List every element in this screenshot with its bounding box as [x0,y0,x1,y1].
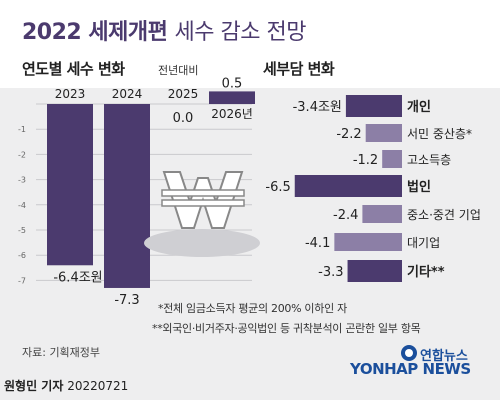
bar-2023 [47,104,93,266]
x-tick-label: 2026년 [211,107,253,121]
right-chart-title: 세부담 변화 [263,60,335,78]
reporter-name: 원형민 기자 [4,379,64,393]
footnote-2: **외국인·비거주자·공익법인 등 귀착분석이 곤란한 일부 항목 [152,322,421,335]
left-chart-note: 전년대비 [158,64,199,77]
category-label: 개인 [407,99,431,115]
value-label: -3.4조원 [293,100,342,115]
category-label: 기타** [407,264,445,280]
x-tick-label: 2024 [112,87,143,101]
x-tick-label: 2025 [168,87,199,101]
x-tick-label: 2023 [55,87,86,101]
source-text: 자료: 기획재정부 [22,346,101,359]
footnote-1: *전체 임금소득자 평균의 200% 이하인 자 [158,302,347,315]
left-chart-title: 연도별 세수 변화 [22,60,125,78]
category-label: 대기업 [407,236,440,250]
hbar-5 [334,233,402,251]
page-title: 2022 세제개편 세수 감소 전망 [22,20,306,45]
value-label: -2.4 [333,208,358,223]
hbar-2 [382,150,402,168]
byline: 원형민 기자 20220721 [4,377,128,394]
bar-2024 [104,104,150,288]
logo-korean: 연합뉴스 [420,349,468,364]
value-label: -6.5 [265,180,290,195]
y-tick-label: -1 [18,125,26,134]
y-tick-label: -5 [18,226,26,235]
value-label: 0.5 [222,76,243,91]
value-label: -4.1 [305,236,330,251]
logo-english: YONHAP NEWS [350,360,471,378]
y-tick-label: -7 [18,276,26,285]
yonhap-logo-mark [401,345,417,361]
value-label: 0.0 [173,111,194,126]
hbar-4 [362,205,402,223]
won-sign-illustration [144,171,260,257]
hbar-3 [294,175,402,197]
category-label: 법인 [407,179,431,195]
y-tick-label: -2 [18,150,26,159]
y-tick-label: -6 [18,251,26,260]
hbar-0 [345,95,402,117]
category-label: 서민 중산층* [407,127,472,141]
hbar-1 [365,124,402,142]
publish-date: 20220721 [67,379,129,393]
value-label: -2.2 [336,127,361,142]
y-tick-label: -4 [18,201,26,210]
category-label: 고소득층 [407,153,451,167]
value-label: -7.3 [114,293,139,308]
value-label: -6.4조원 [53,270,102,285]
right-chart-bars: -3.4조원 개인 -2.2 서민 중산층* -1.2 고소득층 -6.5 법인 -2.4 중소·… [265,95,481,282]
y-tick-label: -3 [18,176,26,185]
category-label: 중소·중견 기업 [407,208,481,222]
hbar-6 [347,260,402,282]
bar-2026년 [209,91,255,104]
value-label: -3.3 [318,265,343,280]
value-label: -1.2 [353,153,378,168]
left-chart-bars: 2023 -6.4조원 2024 -7.3 2025 0.0 2026년 0.5 [47,76,255,308]
